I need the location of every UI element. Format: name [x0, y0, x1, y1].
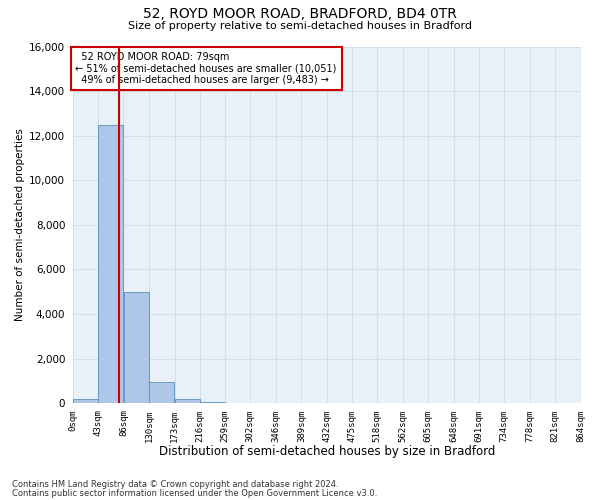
Y-axis label: Number of semi-detached properties: Number of semi-detached properties	[15, 128, 25, 322]
Bar	[200, 402, 225, 403]
Text: Size of property relative to semi-detached houses in Bradford: Size of property relative to semi-detach…	[128, 21, 472, 31]
Text: 52, ROYD MOOR ROAD, BRADFORD, BD4 0TR: 52, ROYD MOOR ROAD, BRADFORD, BD4 0TR	[143, 8, 457, 22]
Text: 52 ROYD MOOR ROAD: 79sqm
← 51% of semi-detached houses are smaller (10,051)
  49: 52 ROYD MOOR ROAD: 79sqm ← 51% of semi-d…	[76, 52, 337, 85]
Bar	[73, 399, 98, 403]
Text: Contains public sector information licensed under the Open Government Licence v3: Contains public sector information licen…	[12, 488, 377, 498]
Text: Contains HM Land Registry data © Crown copyright and database right 2024.: Contains HM Land Registry data © Crown c…	[12, 480, 338, 489]
Bar	[175, 399, 200, 403]
Bar	[149, 382, 175, 403]
X-axis label: Distribution of semi-detached houses by size in Bradford: Distribution of semi-detached houses by …	[158, 444, 495, 458]
Bar	[98, 124, 124, 403]
Bar	[124, 292, 149, 403]
